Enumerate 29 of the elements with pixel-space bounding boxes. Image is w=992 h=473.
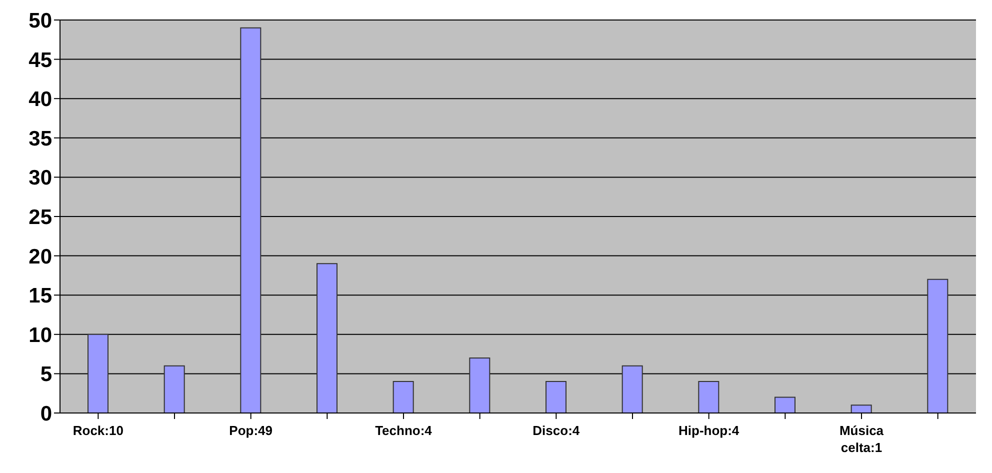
- bar: [546, 381, 566, 413]
- bar: [927, 278, 948, 413]
- bar: [88, 334, 108, 413]
- bar: [698, 381, 720, 413]
- bar: [392, 381, 414, 413]
- y-tick-label: 0: [40, 402, 52, 426]
- bar: [622, 365, 643, 413]
- y-tick-label: 50: [28, 9, 52, 32]
- x-tick-label: Techno:4: [375, 423, 433, 438]
- y-tick-label: 10: [28, 324, 52, 347]
- bar: [469, 357, 490, 413]
- y-tick-label: 40: [28, 88, 52, 112]
- x-tick-label: Disco:4: [532, 423, 580, 438]
- y-tick-label: 30: [28, 166, 52, 190]
- x-tick-label: Rock:10: [72, 423, 124, 438]
- y-tick-label: 15: [28, 284, 52, 308]
- x-tick-label: Pop:49: [229, 423, 273, 438]
- y-tick-label: 35: [28, 127, 52, 150]
- bar: [240, 27, 262, 413]
- y-tick-label: 5: [40, 363, 52, 386]
- bar: [164, 365, 185, 413]
- x-tick-label: Música celta:1: [839, 423, 884, 455]
- y-tick-label: 25: [28, 206, 52, 229]
- bar: [850, 404, 872, 413]
- y-tick-label: 20: [28, 245, 52, 268]
- bar: [774, 396, 796, 413]
- y-tick-label: 45: [28, 48, 52, 72]
- bar: [316, 263, 338, 413]
- x-tick-label: Hip-hop:4: [678, 423, 740, 438]
